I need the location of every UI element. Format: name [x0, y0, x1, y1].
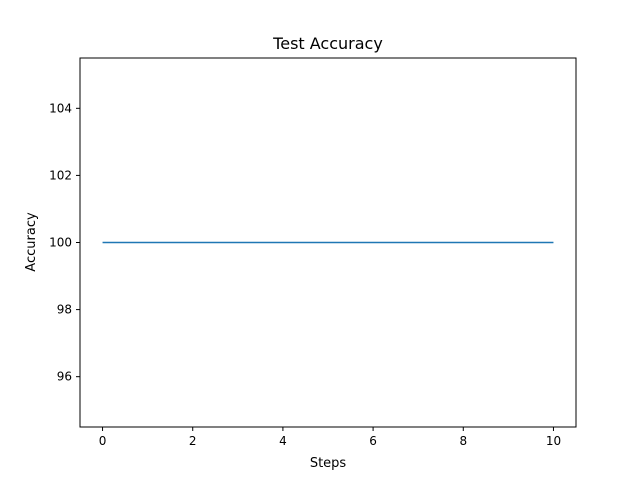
y-tick-label: 98 — [57, 303, 72, 317]
y-axis-label: Accuracy — [24, 212, 39, 272]
y-tick-label: 104 — [49, 101, 72, 115]
x-tick-label: 0 — [99, 434, 107, 448]
y-tick-label: 96 — [57, 370, 72, 384]
y-axis: 96 98 100 102 104 — [49, 101, 80, 384]
y-tick-label: 100 — [49, 236, 72, 250]
x-tick-label: 6 — [369, 434, 377, 448]
x-axis-label: Steps — [310, 456, 347, 471]
x-tick-label: 2 — [189, 434, 197, 448]
x-tick-label: 8 — [459, 434, 467, 448]
y-tick-label: 102 — [49, 168, 72, 182]
x-tick-label: 10 — [546, 434, 561, 448]
x-axis: 0 2 4 6 8 10 — [99, 427, 561, 448]
chart-title: Test Accuracy — [272, 34, 383, 53]
x-tick-label: 4 — [279, 434, 287, 448]
